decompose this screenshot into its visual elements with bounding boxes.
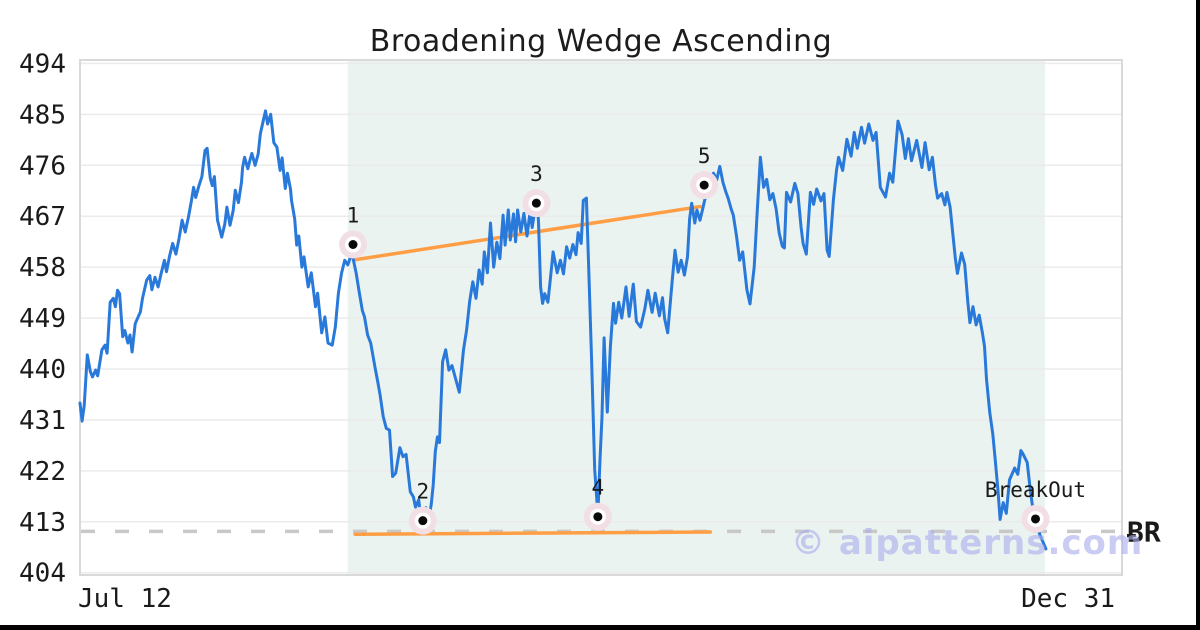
y-tick-label: 458 xyxy=(19,253,66,283)
pattern-marker-dot xyxy=(1031,514,1041,524)
pattern-marker-dot xyxy=(699,180,709,190)
pattern-marker-dot xyxy=(348,239,358,249)
pattern-marker-label: 1 xyxy=(347,203,360,227)
x-tick-label-end: Dec 31 xyxy=(1021,584,1115,614)
pattern-marker-label: 3 xyxy=(530,162,543,186)
y-tick-label: 449 xyxy=(19,304,66,334)
y-tick-label: 440 xyxy=(19,355,66,385)
pattern-marker-label: 5 xyxy=(698,144,711,168)
chart-title: Broadening Wedge Ascending xyxy=(369,24,833,59)
y-tick-label: 494 xyxy=(19,49,66,79)
y-tick-label: 413 xyxy=(19,508,66,538)
plot-border xyxy=(79,59,1123,576)
right-axis-label: ɃR xyxy=(1127,515,1161,548)
pattern-marker-dot xyxy=(531,198,541,208)
pattern-marker-label: BreakOut xyxy=(985,478,1086,502)
trendline-lower-support xyxy=(353,530,713,537)
x-tick-label-start: Jul 12 xyxy=(78,584,172,614)
y-tick-label: 467 xyxy=(19,202,66,232)
pattern-marker-dot xyxy=(418,516,428,526)
y-tick-label: 404 xyxy=(19,559,66,589)
pattern-marker-label: 2 xyxy=(416,480,429,504)
y-tick-label: 485 xyxy=(19,100,66,130)
pattern-marker-dot xyxy=(593,512,603,522)
pattern-marker-label: 4 xyxy=(592,476,605,500)
y-tick-label: 431 xyxy=(19,406,66,436)
y-tick-label: 422 xyxy=(19,457,66,487)
y-tick-label: 476 xyxy=(19,151,66,181)
